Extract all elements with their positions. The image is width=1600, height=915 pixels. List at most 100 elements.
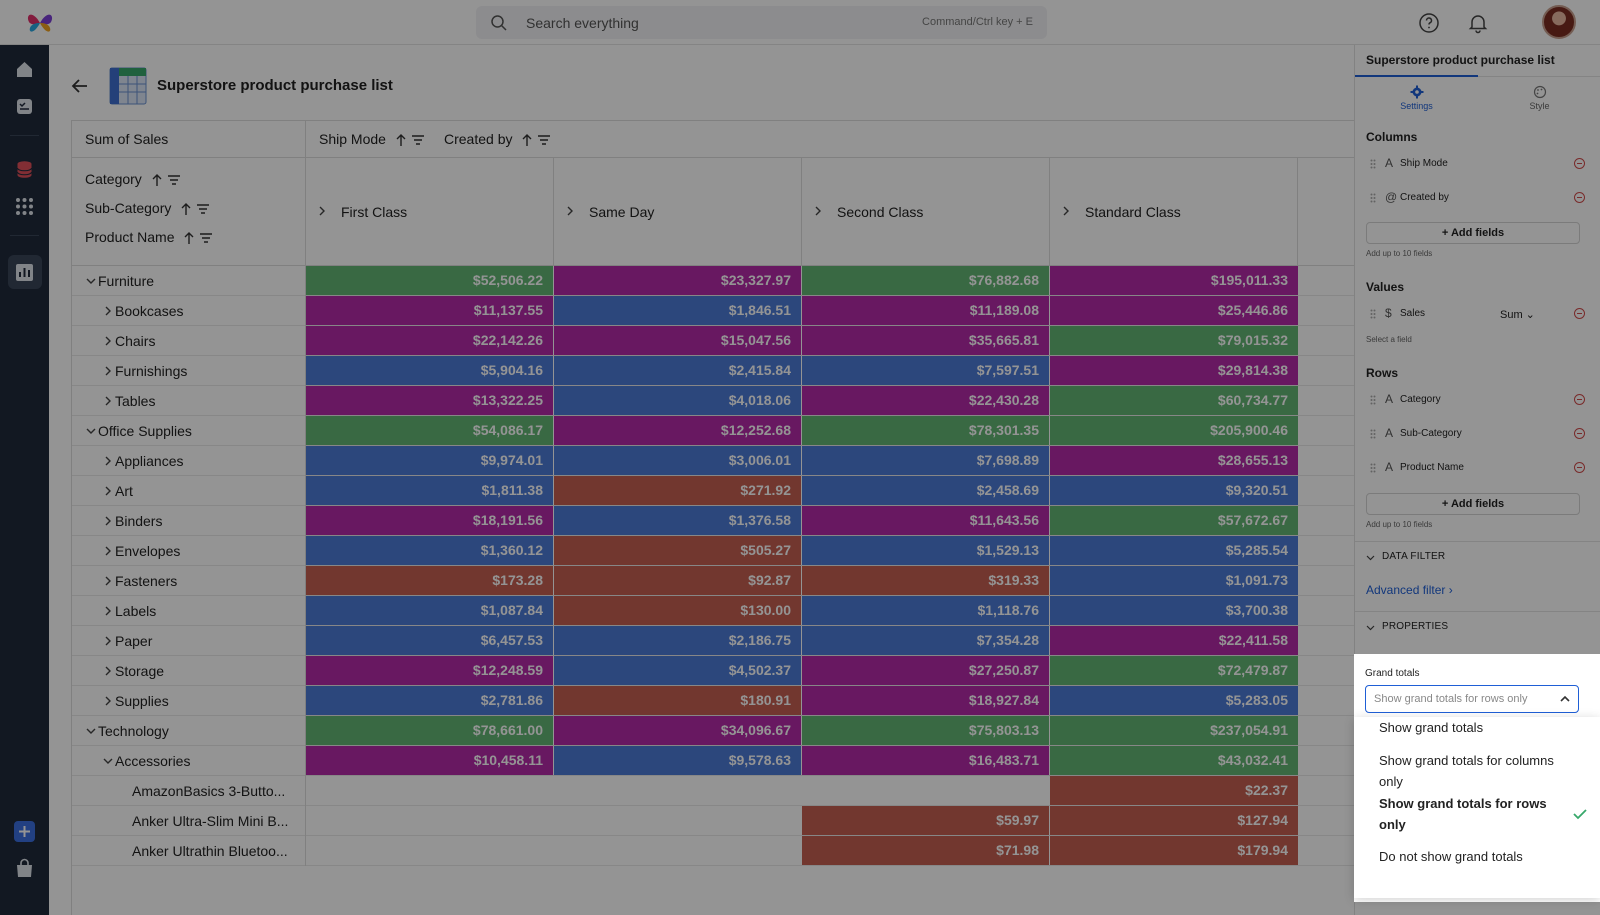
row-header-cell[interactable]: Supplies (72, 686, 306, 716)
chevron-right-icon[interactable] (102, 665, 114, 677)
column-header-second-class[interactable]: Second Class (802, 158, 1050, 266)
value-cell[interactable]: $2,458.69 (802, 476, 1049, 505)
value-cell[interactable]: $22.37 (1050, 776, 1298, 805)
drag-handle-icon[interactable] (1370, 309, 1376, 319)
value-cell[interactable]: $505.27 (554, 536, 801, 565)
chevron-right-icon[interactable] (316, 205, 328, 217)
notification-bell-icon[interactable] (1466, 11, 1490, 35)
reports-chart-icon[interactable] (13, 261, 36, 284)
chevron-right-icon[interactable] (102, 515, 114, 527)
sort-filter-icon[interactable] (396, 133, 426, 147)
add-icon[interactable] (13, 820, 36, 843)
tasks-icon[interactable] (13, 95, 36, 118)
value-cell[interactable]: $59.97 (802, 806, 1049, 835)
sort-filter-icon[interactable] (152, 173, 182, 187)
apps-grid-icon[interactable] (13, 195, 36, 218)
chevron-right-icon[interactable] (102, 575, 114, 587)
help-icon[interactable] (1417, 11, 1441, 35)
value-cell[interactable]: $9,578.63 (554, 746, 801, 775)
sort-filter-icon[interactable] (181, 202, 211, 216)
value-cell[interactable]: $72,479.87 (1050, 656, 1298, 685)
marketplace-bag-icon[interactable] (13, 857, 36, 880)
column-field-item[interactable]: @ Created by (1366, 185, 1591, 211)
remove-field-icon[interactable] (1574, 394, 1585, 405)
user-avatar[interactable] (1542, 5, 1576, 39)
menu-option-columns-only[interactable]: Show grand totals for columns only (1379, 753, 1554, 789)
value-cell[interactable]: $3,700.38 (1050, 596, 1298, 625)
value-cell[interactable]: $57,672.67 (1050, 506, 1298, 535)
value-cell[interactable]: $1,811.38 (306, 476, 553, 505)
sort-filter-icon[interactable] (184, 231, 214, 245)
chevron-right-icon[interactable] (102, 335, 114, 347)
value-cell[interactable]: $271.92 (554, 476, 801, 505)
drag-handle-icon[interactable] (1370, 395, 1376, 405)
search-bar[interactable]: Search everything Command/Ctrl key + E (476, 6, 1047, 39)
value-cell[interactable]: $9,320.51 (1050, 476, 1298, 505)
value-cell[interactable]: $9,974.01 (306, 446, 553, 475)
row-header-cell[interactable]: Binders (72, 506, 306, 536)
drag-handle-icon[interactable] (1370, 429, 1376, 439)
value-cell[interactable]: $13,322.25 (306, 386, 553, 415)
drag-handle-icon[interactable] (1370, 159, 1376, 169)
value-cell[interactable]: $2,415.84 (554, 356, 801, 385)
value-cell[interactable]: $237,054.91 (1050, 716, 1298, 745)
value-cell[interactable]: $92.87 (554, 566, 801, 595)
row-header-cell[interactable]: Envelopes (72, 536, 306, 566)
value-cell[interactable]: $7,698.89 (802, 446, 1049, 475)
value-cell[interactable]: $2,781.86 (306, 686, 553, 715)
value-cell[interactable]: $18,927.84 (802, 686, 1049, 715)
remove-field-icon[interactable] (1574, 192, 1585, 203)
value-cell[interactable] (802, 776, 1049, 805)
remove-field-icon[interactable] (1574, 462, 1585, 473)
value-cell[interactable]: $52,506.22 (306, 266, 553, 295)
column-header-standard-class[interactable]: Standard Class (1050, 158, 1298, 266)
row-header-cell[interactable]: Fasteners (72, 566, 306, 596)
chevron-right-icon[interactable] (102, 365, 114, 377)
row-header-cell[interactable]: Office Supplies (72, 416, 306, 446)
value-cell[interactable]: $54,086.17 (306, 416, 553, 445)
value-cell[interactable]: $3,006.01 (554, 446, 801, 475)
row-field-sub-category[interactable]: Sub-Category (85, 200, 211, 216)
value-cell[interactable]: $79,015.32 (1050, 326, 1298, 355)
row-field-item[interactable]: A Product Name (1366, 455, 1591, 481)
home-icon[interactable] (13, 58, 36, 81)
value-cell[interactable]: $127.94 (1050, 806, 1298, 835)
row-header-cell[interactable]: Anker Ultra-Slim Mini B... (72, 806, 306, 836)
chevron-down-icon[interactable] (85, 425, 97, 437)
grand-totals-select[interactable]: Show grand totals for rows only (1365, 685, 1579, 713)
value-cell[interactable]: $11,643.56 (802, 506, 1049, 535)
row-header-cell[interactable]: Paper (72, 626, 306, 656)
chevron-right-icon[interactable] (102, 635, 114, 647)
chevron-right-icon[interactable] (102, 485, 114, 497)
value-cell[interactable]: $1,087.84 (306, 596, 553, 625)
value-cell[interactable]: $180.91 (554, 686, 801, 715)
row-field-product-name[interactable]: Product Name (85, 229, 214, 245)
chevron-right-icon[interactable] (102, 605, 114, 617)
row-header-cell[interactable]: Appliances (72, 446, 306, 476)
row-header-cell[interactable]: Tables (72, 386, 306, 416)
chevron-right-icon[interactable] (564, 205, 576, 217)
chevron-right-icon[interactable] (1060, 205, 1072, 217)
value-cell[interactable]: $18,191.56 (306, 506, 553, 535)
database-icon[interactable] (13, 158, 36, 181)
drag-handle-icon[interactable] (1370, 463, 1376, 473)
row-field-category[interactable]: Category (85, 171, 182, 187)
value-cell[interactable]: $1,846.51 (554, 296, 801, 325)
value-cell[interactable] (554, 776, 801, 805)
value-cell[interactable]: $12,252.68 (554, 416, 801, 445)
value-cell[interactable]: $173.28 (306, 566, 553, 595)
chevron-right-icon[interactable] (102, 695, 114, 707)
value-cell[interactable] (306, 776, 553, 805)
value-cell[interactable]: $76,882.68 (802, 266, 1049, 295)
data-filter-section[interactable]: DATA FILTER (1355, 541, 1600, 571)
value-cell[interactable]: $195,011.33 (1050, 266, 1298, 295)
sort-filter-icon[interactable] (522, 133, 552, 147)
tab-style[interactable]: Style (1478, 85, 1600, 111)
value-cell[interactable]: $5,904.16 (306, 356, 553, 385)
value-cell[interactable]: $25,446.86 (1050, 296, 1298, 325)
add-column-fields-button[interactable]: + Add fields (1366, 222, 1580, 244)
value-cell[interactable]: $7,597.51 (802, 356, 1049, 385)
tab-settings[interactable]: Settings (1355, 85, 1478, 111)
column-header-first-class[interactable]: First Class (306, 158, 554, 266)
row-header-cell[interactable]: Furniture (72, 266, 306, 296)
